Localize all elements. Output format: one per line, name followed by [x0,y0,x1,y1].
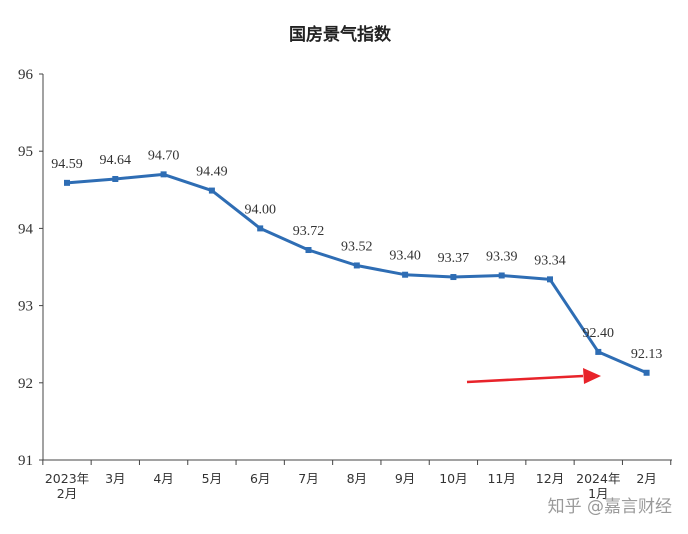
y-tick-label: 92 [18,376,33,392]
watermark: 知乎 @嘉言财经 [548,497,672,517]
y-tick-label: 91 [18,453,33,469]
data-point [450,274,457,281]
data-point [498,272,505,279]
x-tick-label: 9月 [395,471,415,486]
series-line [64,171,650,376]
data-label: 93.37 [438,251,470,266]
data-point [257,225,264,232]
data-label: 93.72 [293,224,325,239]
data-point [547,276,553,283]
x-tick-label: 3月 [105,471,125,486]
data-point [353,262,360,269]
data-label: 94.49 [196,165,228,180]
x-tick-label: 11月 [487,471,515,486]
data-labels: 94.59 94.64 94.70 94.49 94.00 93.72 93.52 93.40… [51,148,662,361]
axes [42,74,672,461]
y-tick-label: 96 [18,67,34,83]
y-tick-label: 93 [18,299,33,315]
x-tick-label: 2024年 [576,471,620,486]
data-label: 93.39 [486,249,518,264]
data-point [643,369,650,376]
x-tick-label: 10月 [439,471,467,486]
x-tick-label: 5月 [202,471,222,486]
data-label: 93.52 [341,239,373,254]
data-point [160,171,167,178]
x-tick-label: 4月 [153,471,173,486]
data-label: 94.00 [244,202,276,217]
chart-title: 国房景气指数 [289,24,392,45]
x-tick-label: 2月 [636,471,656,486]
x-tick-label: 6月 [250,471,270,486]
x-tick-label: 12月 [536,471,564,486]
series-line-path [66,172,648,375]
data-label: 92.40 [583,326,615,341]
data-point [112,175,119,182]
data-label: 93.40 [389,249,421,264]
data-label: 94.70 [148,148,180,163]
x-tick-label: 8月 [347,471,367,486]
data-label: 92.13 [631,347,663,362]
y-tick-label: 95 [18,144,33,160]
annotation-arrow [466,368,601,384]
data-label: 94.59 [51,157,83,172]
data-point [595,348,602,355]
data-label: 93.34 [534,253,566,268]
data-point [305,247,312,254]
x-tick-label: 7月 [298,471,318,486]
data-point [402,271,409,278]
y-tick-label: 94 [18,221,34,237]
data-point [64,179,70,186]
x-tick-label: 2月 [57,486,77,501]
data-point [208,187,215,194]
x-tick-label: 1月 [588,486,608,501]
data-label: 94.64 [100,153,132,168]
y-tick-labels: 91 92 93 94 95 96 [18,67,43,469]
x-tick-label: 2023年 [45,471,89,486]
